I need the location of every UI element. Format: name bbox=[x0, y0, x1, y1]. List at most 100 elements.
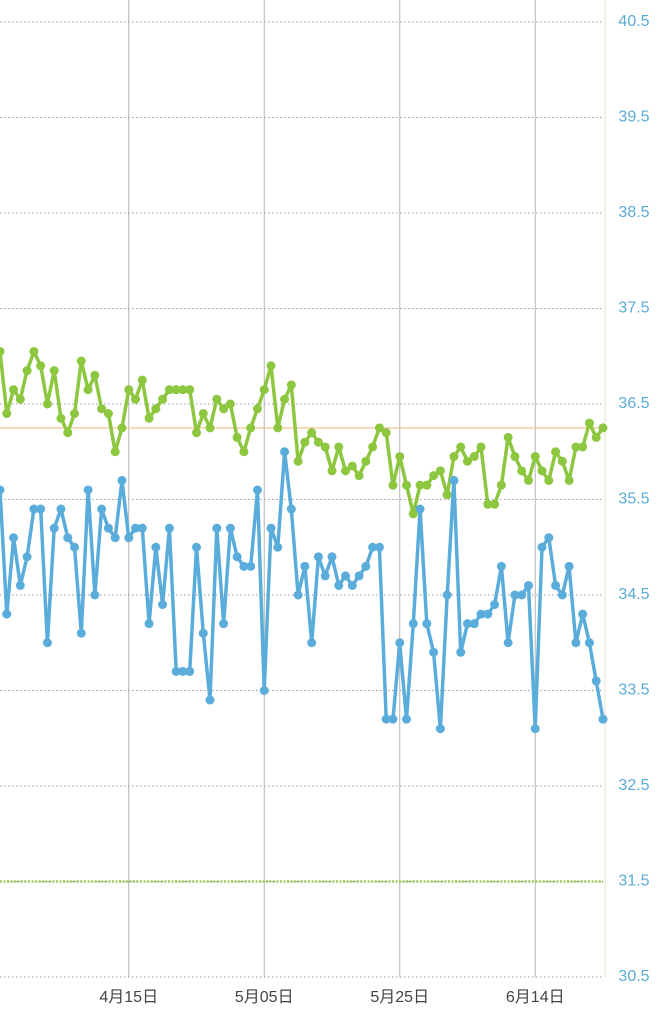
y-tick-label: 31.5 bbox=[618, 873, 649, 890]
data-point bbox=[76, 356, 86, 366]
data-point bbox=[293, 590, 303, 600]
x-tick-label: 5月25日 bbox=[370, 989, 429, 1006]
x-tick-label: 4月15日 bbox=[99, 989, 158, 1006]
data-point bbox=[334, 580, 344, 590]
data-point bbox=[246, 423, 256, 433]
data-point bbox=[97, 404, 107, 414]
data-point bbox=[381, 428, 391, 438]
y-tick-label: 33.5 bbox=[618, 682, 649, 699]
data-point bbox=[496, 480, 506, 490]
data-point bbox=[212, 394, 222, 404]
data-point bbox=[578, 442, 588, 452]
data-point bbox=[435, 724, 445, 734]
data-point bbox=[151, 404, 161, 414]
data-point bbox=[523, 580, 533, 590]
data-point bbox=[388, 714, 398, 724]
data-point bbox=[462, 456, 472, 466]
data-point bbox=[2, 609, 12, 619]
data-point bbox=[537, 466, 547, 476]
data-point bbox=[198, 409, 208, 419]
data-point bbox=[490, 499, 500, 509]
data-point bbox=[354, 471, 364, 481]
data-point bbox=[564, 475, 574, 485]
data-point bbox=[185, 666, 195, 676]
data-point bbox=[56, 504, 66, 514]
data-point bbox=[402, 480, 412, 490]
data-point bbox=[334, 442, 344, 452]
data-point bbox=[347, 461, 357, 471]
data-point bbox=[212, 523, 222, 533]
data-point bbox=[117, 423, 127, 433]
data-point bbox=[219, 404, 229, 414]
data-point bbox=[205, 423, 215, 433]
data-point bbox=[83, 485, 93, 495]
data-point bbox=[266, 523, 276, 533]
data-point bbox=[402, 714, 412, 724]
data-point bbox=[137, 523, 147, 533]
data-point bbox=[70, 542, 80, 552]
data-point bbox=[361, 456, 371, 466]
data-point bbox=[286, 504, 296, 514]
data-point bbox=[313, 437, 323, 447]
data-point bbox=[178, 666, 188, 676]
data-point bbox=[110, 533, 120, 543]
data-point bbox=[361, 561, 371, 571]
y-tick-label: 37.5 bbox=[618, 300, 649, 317]
data-point bbox=[103, 409, 113, 419]
data-point bbox=[29, 346, 39, 356]
series-line bbox=[0, 349, 605, 516]
data-point bbox=[239, 561, 249, 571]
data-point bbox=[15, 580, 25, 590]
data-point bbox=[578, 609, 588, 619]
data-point bbox=[286, 380, 296, 390]
y-tick-label: 34.5 bbox=[618, 586, 649, 603]
data-point bbox=[381, 714, 391, 724]
y-tick-label: 30.5 bbox=[618, 968, 649, 985]
data-point bbox=[144, 619, 154, 629]
data-point bbox=[551, 580, 561, 590]
data-point bbox=[36, 504, 46, 514]
data-point bbox=[124, 533, 134, 543]
data-point bbox=[551, 447, 561, 457]
data-point bbox=[523, 475, 533, 485]
series-line bbox=[0, 450, 605, 731]
data-point bbox=[117, 475, 127, 485]
data-point bbox=[90, 370, 100, 380]
data-point bbox=[90, 590, 100, 600]
data-point bbox=[564, 561, 574, 571]
data-point bbox=[178, 385, 188, 395]
data-point bbox=[313, 552, 323, 562]
data-point bbox=[456, 442, 466, 452]
data-point bbox=[435, 466, 445, 476]
data-point bbox=[327, 466, 337, 476]
y-tick-label: 32.5 bbox=[618, 777, 649, 794]
data-point bbox=[36, 361, 46, 371]
data-point bbox=[124, 385, 134, 395]
data-point bbox=[300, 437, 310, 447]
data-point bbox=[63, 428, 73, 438]
data-point bbox=[496, 561, 506, 571]
data-point bbox=[273, 423, 283, 433]
y-tick-label: 39.5 bbox=[618, 109, 649, 126]
data-point bbox=[476, 609, 486, 619]
data-point bbox=[530, 452, 540, 462]
data-point bbox=[341, 466, 351, 476]
data-point bbox=[591, 676, 601, 686]
data-point bbox=[395, 638, 405, 648]
data-point bbox=[449, 475, 459, 485]
data-point bbox=[483, 609, 493, 619]
data-point bbox=[164, 385, 174, 395]
data-point bbox=[408, 619, 418, 629]
data-point bbox=[388, 480, 398, 490]
data-point bbox=[239, 447, 249, 457]
data-point bbox=[252, 404, 262, 414]
data-point bbox=[56, 413, 66, 423]
data-point bbox=[395, 452, 405, 462]
data-point bbox=[280, 394, 290, 404]
data-point bbox=[320, 442, 330, 452]
data-point bbox=[469, 452, 479, 462]
data-point bbox=[442, 490, 452, 500]
data-point bbox=[259, 686, 269, 695]
data-point bbox=[232, 432, 242, 442]
data-point bbox=[469, 619, 479, 629]
